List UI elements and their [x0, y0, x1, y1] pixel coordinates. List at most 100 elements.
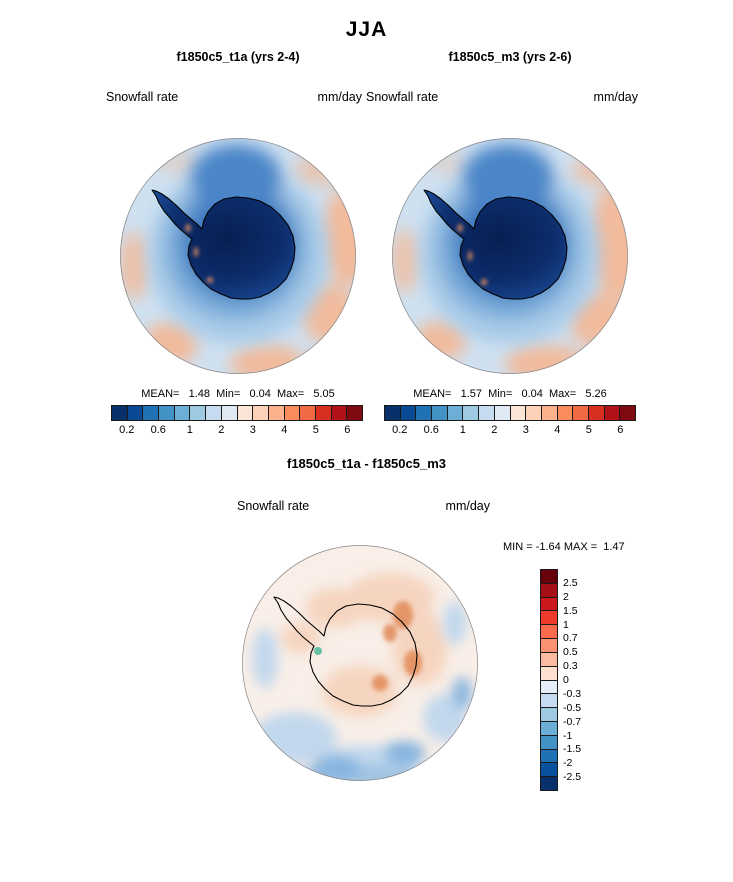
colorbar-segment	[541, 749, 557, 764]
map-t1a	[118, 136, 358, 376]
colorbar-segment	[541, 583, 557, 598]
diff-field-label: Snowfall rate	[237, 499, 310, 513]
colorbar-tick-label: 0.3	[563, 659, 578, 672]
colorbar-segment	[541, 570, 557, 584]
colorbar-segment	[510, 406, 527, 420]
colorbar-segment	[143, 406, 160, 420]
colorbar-tick-label: -1.5	[563, 743, 582, 756]
map-diff	[240, 543, 480, 783]
panel1-stats: MEAN= 1.48 Min= 0.04 Max= 5.05	[141, 388, 335, 400]
colorbar-segment	[253, 406, 269, 420]
map-m3-svg	[392, 138, 628, 374]
panel1-colorbar-ticks: 0.2 0.6 1 2 3 4 5 6	[111, 424, 363, 437]
colorbar-segment	[541, 639, 557, 653]
colorbar-segment	[174, 406, 191, 420]
colorbar-segment	[541, 735, 557, 750]
mountain-specks	[185, 224, 213, 283]
diff-colorbar	[540, 569, 558, 791]
colorbar-tick-label: 1	[186, 424, 193, 436]
colorbar-tick-label: 0.7	[563, 632, 578, 645]
colorbar-segment	[541, 597, 557, 612]
colorbar-segment	[300, 406, 316, 420]
colorbar-tick-label: 4	[281, 424, 288, 436]
colorbar-segment	[331, 406, 348, 420]
colorbar-segment	[541, 611, 557, 626]
colorbar-tick-label: 1	[459, 424, 466, 436]
colorbar-segment	[416, 406, 433, 420]
map-diff-svg	[242, 545, 478, 781]
diff-stats: MIN = -1.64 MAX = 1.47	[503, 541, 625, 553]
map-boundary-circle	[392, 138, 628, 374]
panel1-units-label: mm/day	[317, 90, 362, 104]
colorbar-tick-label: 2	[491, 424, 498, 436]
antarctica-coastline	[423, 189, 568, 300]
colorbar-tick-label: -0.5	[563, 701, 582, 714]
panel1-title: f1850c5_t1a (yrs 2-4)	[176, 50, 300, 64]
colorbar-tick-label: 6	[617, 424, 624, 436]
colorbar-segment	[284, 406, 301, 420]
colorbar-tick-label: 0	[563, 673, 569, 686]
teal-speck	[314, 647, 322, 655]
colorbar-segment	[315, 406, 332, 420]
colorbar-segment	[541, 777, 557, 790]
colorbar-segment	[557, 406, 574, 420]
antarctica-coastline	[151, 189, 296, 300]
colorbar-segment	[588, 406, 605, 420]
colorbar-segment	[347, 406, 362, 420]
mountain-specks	[457, 224, 487, 285]
colorbar-segment	[385, 406, 401, 420]
colorbar-segment	[573, 406, 589, 420]
map-boundary-circle	[242, 545, 478, 781]
colorbar-tick-label: 0.5	[563, 646, 578, 658]
colorbar-segment	[604, 406, 621, 420]
colorbar-tick-label: 0.6	[150, 424, 166, 436]
colorbar-tick-label: 0.2	[119, 424, 135, 436]
strong-positive-spots	[372, 601, 422, 691]
colorbar-tick-label: 2.5	[563, 576, 578, 589]
map-t1a-svg	[120, 138, 356, 374]
colorbar-segment	[494, 406, 511, 420]
colorbar-segment	[237, 406, 254, 420]
colorbar-tick-label: 4	[554, 424, 561, 436]
panel1-colorbar	[111, 405, 363, 421]
panel1-field-label: Snowfall rate	[106, 90, 179, 104]
map-boundary-circle	[120, 138, 356, 374]
colorbar-tick-label: -0.7	[563, 715, 582, 728]
colorbar-segment	[541, 666, 557, 681]
colorbar-tick-label: -2.5	[563, 770, 582, 783]
colorbar-tick-label: 1	[563, 618, 569, 631]
colorbar-segment	[400, 406, 417, 420]
colorbar-tick-label: 3	[249, 424, 256, 436]
colorbar-segment	[127, 406, 144, 420]
colorbar-segment	[541, 406, 558, 420]
panel2-units-label: mm/day	[593, 90, 638, 104]
colorbar-segment	[541, 652, 557, 667]
colorbar-segment	[526, 406, 542, 420]
colorbar-segment	[447, 406, 464, 420]
colorbar-tick-label: 2	[218, 424, 225, 436]
colorbar-segment	[206, 406, 222, 420]
diff-units-label: mm/day	[445, 499, 490, 513]
panel2-title: f1850c5_m3 (yrs 2-6)	[448, 50, 572, 64]
colorbar-segment	[541, 625, 557, 640]
colorbar-tick-label: -0.3	[563, 687, 582, 700]
colorbar-tick-label: 0.6	[423, 424, 439, 436]
colorbar-segment	[268, 406, 285, 420]
panel2-colorbar	[384, 405, 636, 421]
colorbar-segment	[432, 406, 448, 420]
panel2-stats: MEAN= 1.57 Min= 0.04 Max= 5.26	[413, 388, 607, 400]
colorbar-tick-label: 6	[344, 424, 351, 436]
colorbar-segment	[190, 406, 207, 420]
colorbar-segment	[221, 406, 238, 420]
colorbar-segment	[541, 680, 557, 695]
antarctica-coastline	[273, 596, 418, 707]
map-m3	[390, 136, 630, 376]
colorbar-segment	[620, 406, 635, 420]
colorbar-segment	[541, 721, 557, 736]
panel2-colorbar-ticks: 0.2 0.6 1 2 3 4 5 6	[384, 424, 636, 437]
diff-colorbar-ticks: 2.5 2 1.5 1 0.7 0.5 0.3 0 -0.3 -0.5 -0.7 -1 -1.5 -2 -2…	[563, 569, 603, 791]
diff-panel-title: f1850c5_t1a - f1850c5_m3	[286, 456, 446, 471]
colorbar-segment	[479, 406, 495, 420]
colorbar-tick-label: 5	[585, 424, 592, 436]
